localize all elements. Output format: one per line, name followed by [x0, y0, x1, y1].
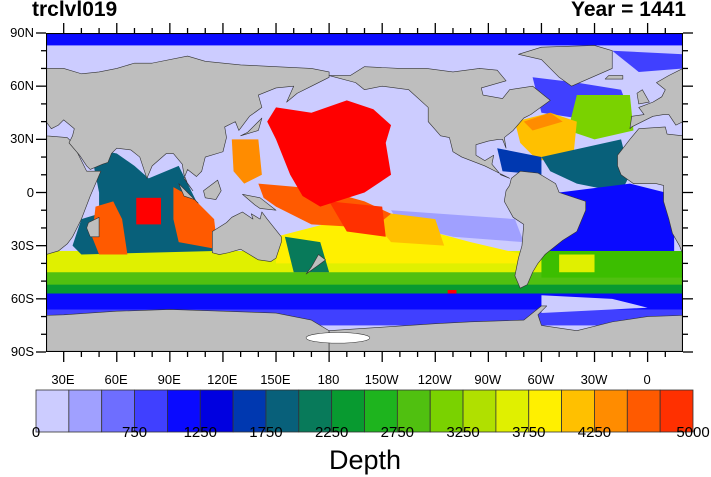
- year-label: Year = 1441: [570, 0, 686, 21]
- lon-label: 150E: [260, 372, 291, 387]
- lon-label: 180: [317, 372, 340, 387]
- colorbar-label: 0: [31, 424, 41, 441]
- lat-label: 60N: [10, 78, 34, 94]
- colorbar-box: [561, 389, 595, 433]
- colorbar-box: [462, 389, 497, 433]
- colorbar-label: 3750: [512, 424, 546, 441]
- plot-title: trclvl019: [32, 0, 118, 21]
- colorbar-box: [35, 389, 70, 433]
- colorbar-box: [626, 389, 661, 433]
- colorbar-box: [659, 389, 694, 433]
- lon-label: 90E: [157, 372, 181, 387]
- lat-label: 60S: [10, 291, 34, 306]
- colorbar-label: 3250: [446, 424, 480, 441]
- colorbar-label: 750: [122, 424, 148, 441]
- colorbar-title: Depth: [328, 445, 402, 475]
- lon-label: 60E: [104, 372, 128, 387]
- colorbar-box: [495, 389, 530, 433]
- lon-label: 150W: [364, 372, 399, 387]
- lon-label: 60W: [527, 372, 555, 387]
- world-map: [46, 33, 683, 352]
- lon-label: 120W: [417, 372, 452, 387]
- lon-label: 0: [643, 372, 651, 387]
- colorbar-box: [594, 389, 628, 433]
- lon-label: 120E: [207, 372, 238, 387]
- lon-label: 30E: [51, 372, 75, 387]
- colorbar-label: 1250: [183, 424, 217, 441]
- colorbar-label: 4250: [577, 424, 612, 441]
- colorbar-label: 1750: [249, 424, 283, 441]
- colorbar-box: [429, 389, 464, 433]
- colorbar-box: [199, 389, 234, 433]
- lat-label: 90S: [10, 344, 34, 360]
- colorbar-box: [134, 389, 168, 433]
- colorbar-label: 5000: [676, 424, 710, 441]
- colorbar-box: [101, 389, 135, 433]
- colorbar-label: 2750: [380, 424, 415, 441]
- lat-label: 30N: [10, 131, 34, 147]
- ross-ice-shelf: [305, 332, 371, 344]
- colorbar: [35, 389, 694, 433]
- lat-label: 30S: [10, 237, 34, 253]
- colorbar-box: [68, 389, 103, 433]
- lon-label: 90W: [474, 372, 502, 387]
- lat-label: 90N: [10, 25, 34, 40]
- lon-label: 30W: [580, 372, 608, 387]
- colorbar-label: 2250: [314, 424, 349, 441]
- lat-label: 0: [26, 184, 34, 200]
